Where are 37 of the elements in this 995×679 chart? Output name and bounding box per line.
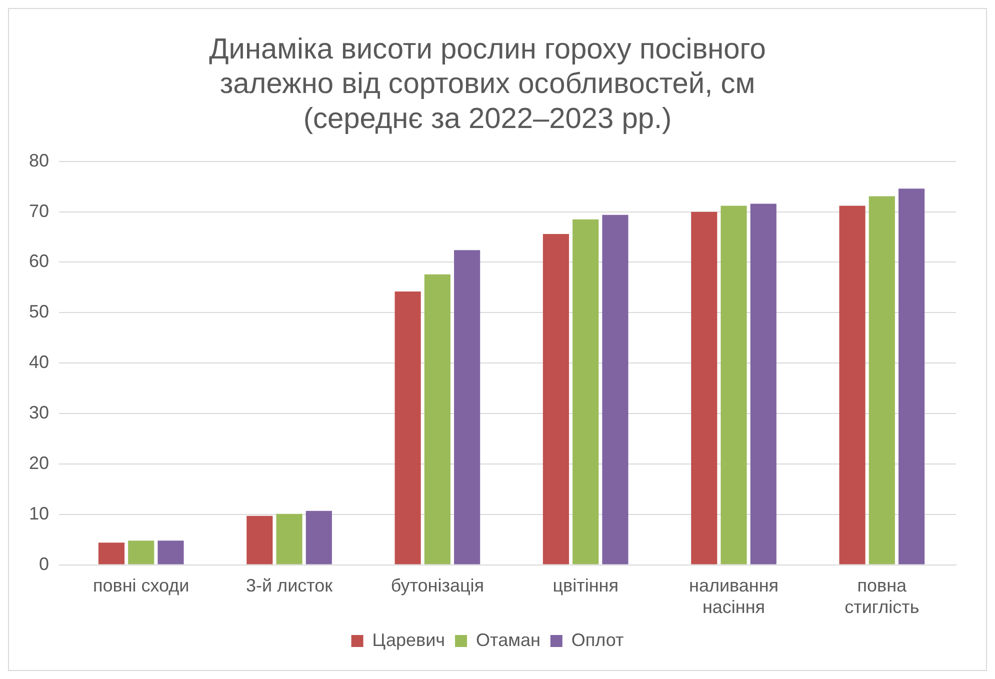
bar	[868, 196, 895, 564]
y-tick-label: 60	[28, 251, 50, 272]
bar	[158, 540, 184, 564]
x-tick-label: цвітіння	[552, 576, 618, 596]
x-tick-label: повні сходи	[92, 576, 190, 596]
x-tick-label: повна стиглість	[844, 576, 920, 618]
x-tick-label: бутонізація	[390, 576, 484, 596]
bar	[750, 204, 776, 564]
x-tick-label: наливання насіння	[689, 576, 779, 618]
bar	[306, 510, 332, 564]
y-tick-label: 80	[28, 150, 50, 170]
y-tick-label: 50	[28, 302, 50, 322]
y-tick-label: 20	[28, 452, 50, 473]
bar	[572, 219, 599, 564]
legend-label: Оплот	[571, 630, 624, 650]
bar	[839, 206, 866, 564]
chart-title: Динаміка висоти рослин гороху посівного залежно від сортових особливостей, см (середнє за 2022–2023 рр.)	[209, 33, 766, 135]
bar	[691, 212, 718, 564]
bar	[98, 542, 125, 564]
bar	[246, 516, 273, 564]
bar	[898, 188, 925, 564]
bar	[454, 250, 480, 564]
bar	[424, 274, 450, 564]
legend-label: Царевич	[372, 630, 446, 650]
legend-label: Отаман	[476, 630, 540, 650]
y-tick-label: 40	[28, 352, 50, 372]
bar	[276, 514, 302, 564]
bar	[720, 206, 747, 564]
bar	[394, 291, 421, 564]
bar	[542, 234, 569, 564]
y-tick-label: 10	[28, 503, 50, 524]
x-tick-label: 3-й листок	[246, 576, 333, 596]
bar	[128, 540, 154, 564]
y-tick-label: 0	[39, 554, 50, 574]
y-tick-label: 30	[28, 402, 50, 422]
bar	[602, 214, 628, 564]
y-tick-label: 70	[28, 200, 50, 221]
